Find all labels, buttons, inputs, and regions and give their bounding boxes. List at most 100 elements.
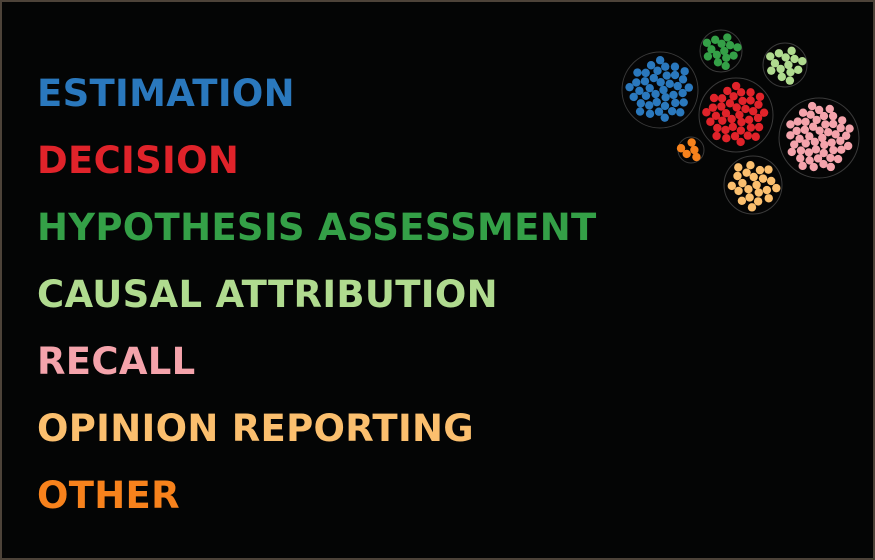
cluster-dot <box>646 61 656 70</box>
legend-item-other: OTHER <box>37 474 180 517</box>
cluster-dot <box>796 154 805 163</box>
cluster-dot <box>671 98 680 108</box>
cluster-dot <box>762 185 772 195</box>
cluster-dot <box>828 119 838 129</box>
bubble-cluster-graphic <box>621 29 860 215</box>
cluster-dot <box>754 188 763 197</box>
cluster-dot <box>786 120 795 129</box>
cluster-dot <box>728 122 738 132</box>
cluster-dot <box>722 53 731 62</box>
cluster-dot <box>727 181 737 191</box>
cluster-dot <box>711 111 721 121</box>
legend-item-hypothesis-assessment: HYPOTHESIS ASSESSMENT <box>37 206 597 249</box>
cluster-dot <box>813 154 823 163</box>
cluster-dot <box>754 122 764 132</box>
cluster-dot <box>635 86 644 96</box>
cluster-dot <box>708 103 718 112</box>
cluster-dot <box>632 78 641 87</box>
cluster-dot <box>732 103 741 112</box>
cluster-dot <box>845 124 854 133</box>
cluster-dot <box>745 193 754 202</box>
cluster-dot <box>767 66 776 75</box>
cluster-dot <box>721 125 730 135</box>
cluster-dot <box>754 100 763 109</box>
cluster-dot <box>727 114 736 124</box>
cluster-dot <box>670 70 680 80</box>
cluster-dot <box>831 130 840 139</box>
cluster-dot <box>843 141 853 151</box>
cluster-dot <box>805 132 814 141</box>
cluster-dot <box>731 81 741 91</box>
cluster-dot <box>736 126 746 135</box>
cluster-dot <box>692 152 701 162</box>
cluster-dot <box>725 99 735 108</box>
cluster-dot <box>744 115 754 125</box>
cluster-dot <box>787 147 796 157</box>
cluster-dot <box>661 62 670 71</box>
cluster-dot <box>744 184 753 194</box>
cluster-dot <box>676 144 686 153</box>
cluster-dot <box>838 116 847 125</box>
cluster-dot <box>703 52 713 61</box>
cluster-dot <box>752 180 761 190</box>
cluster-dot <box>712 50 721 59</box>
cluster-dot <box>725 41 735 50</box>
cluster-dot <box>654 107 664 116</box>
cluster-dot <box>798 161 807 171</box>
cluster-dot <box>713 58 723 67</box>
cluster-dot <box>800 125 809 134</box>
cluster-dot <box>690 145 699 155</box>
cluster-dot <box>713 123 722 133</box>
cluster-dot <box>633 68 642 77</box>
cluster-dot <box>836 123 845 133</box>
cluster-dot <box>781 53 790 62</box>
cluster-hypothesis-assessment <box>699 29 743 73</box>
cluster-dot <box>809 162 818 172</box>
cluster-dot <box>823 127 833 137</box>
cluster-dot <box>841 131 851 140</box>
cluster-dot <box>746 123 756 132</box>
cluster-dot <box>826 162 835 172</box>
cluster-dot <box>819 111 829 121</box>
cluster-dot <box>649 73 658 83</box>
cluster-dot <box>796 146 806 155</box>
cluster-dot <box>629 92 638 102</box>
cluster-dot <box>798 108 808 117</box>
cluster-dot <box>651 89 660 99</box>
cluster-dot <box>746 161 755 170</box>
cluster-dot <box>736 88 746 97</box>
cluster-dot <box>790 140 799 149</box>
cluster-dot <box>828 111 838 121</box>
category-legend: ESTIMATION DECISION HYPOTHESIS ASSESSMEN… <box>37 60 597 529</box>
cluster-dot <box>821 120 830 129</box>
cluster-dot <box>825 104 834 114</box>
cluster-dot <box>753 197 763 206</box>
cluster-dot <box>777 72 787 82</box>
cluster-dot <box>790 54 799 64</box>
cluster-dot <box>786 131 795 140</box>
legend-item-opinion-reporting: OPINION REPORTING <box>37 407 474 450</box>
cluster-dot <box>786 67 795 77</box>
cluster-dot <box>827 138 836 147</box>
cluster-dot <box>738 96 747 106</box>
cluster-dot <box>625 82 634 92</box>
cluster-dot <box>833 154 843 164</box>
cluster-dot <box>670 62 680 71</box>
legend-item-estimation: ESTIMATION <box>37 72 295 115</box>
cluster-dot <box>702 108 711 117</box>
cluster-dot <box>653 66 662 75</box>
cluster-dot <box>641 68 650 78</box>
cluster-dot <box>819 148 828 158</box>
cluster-dot <box>667 106 677 116</box>
cluster-dot <box>645 101 654 110</box>
cluster-dot <box>792 126 801 136</box>
cluster-dot <box>766 176 776 186</box>
cluster-dot <box>635 107 645 116</box>
cluster-dot <box>718 116 727 125</box>
cluster-dot <box>737 117 746 127</box>
cluster-recall <box>778 97 860 179</box>
cluster-dot <box>749 107 758 116</box>
cluster-dot <box>733 171 742 181</box>
cluster-dot <box>734 163 743 172</box>
cluster-dot <box>721 61 730 71</box>
